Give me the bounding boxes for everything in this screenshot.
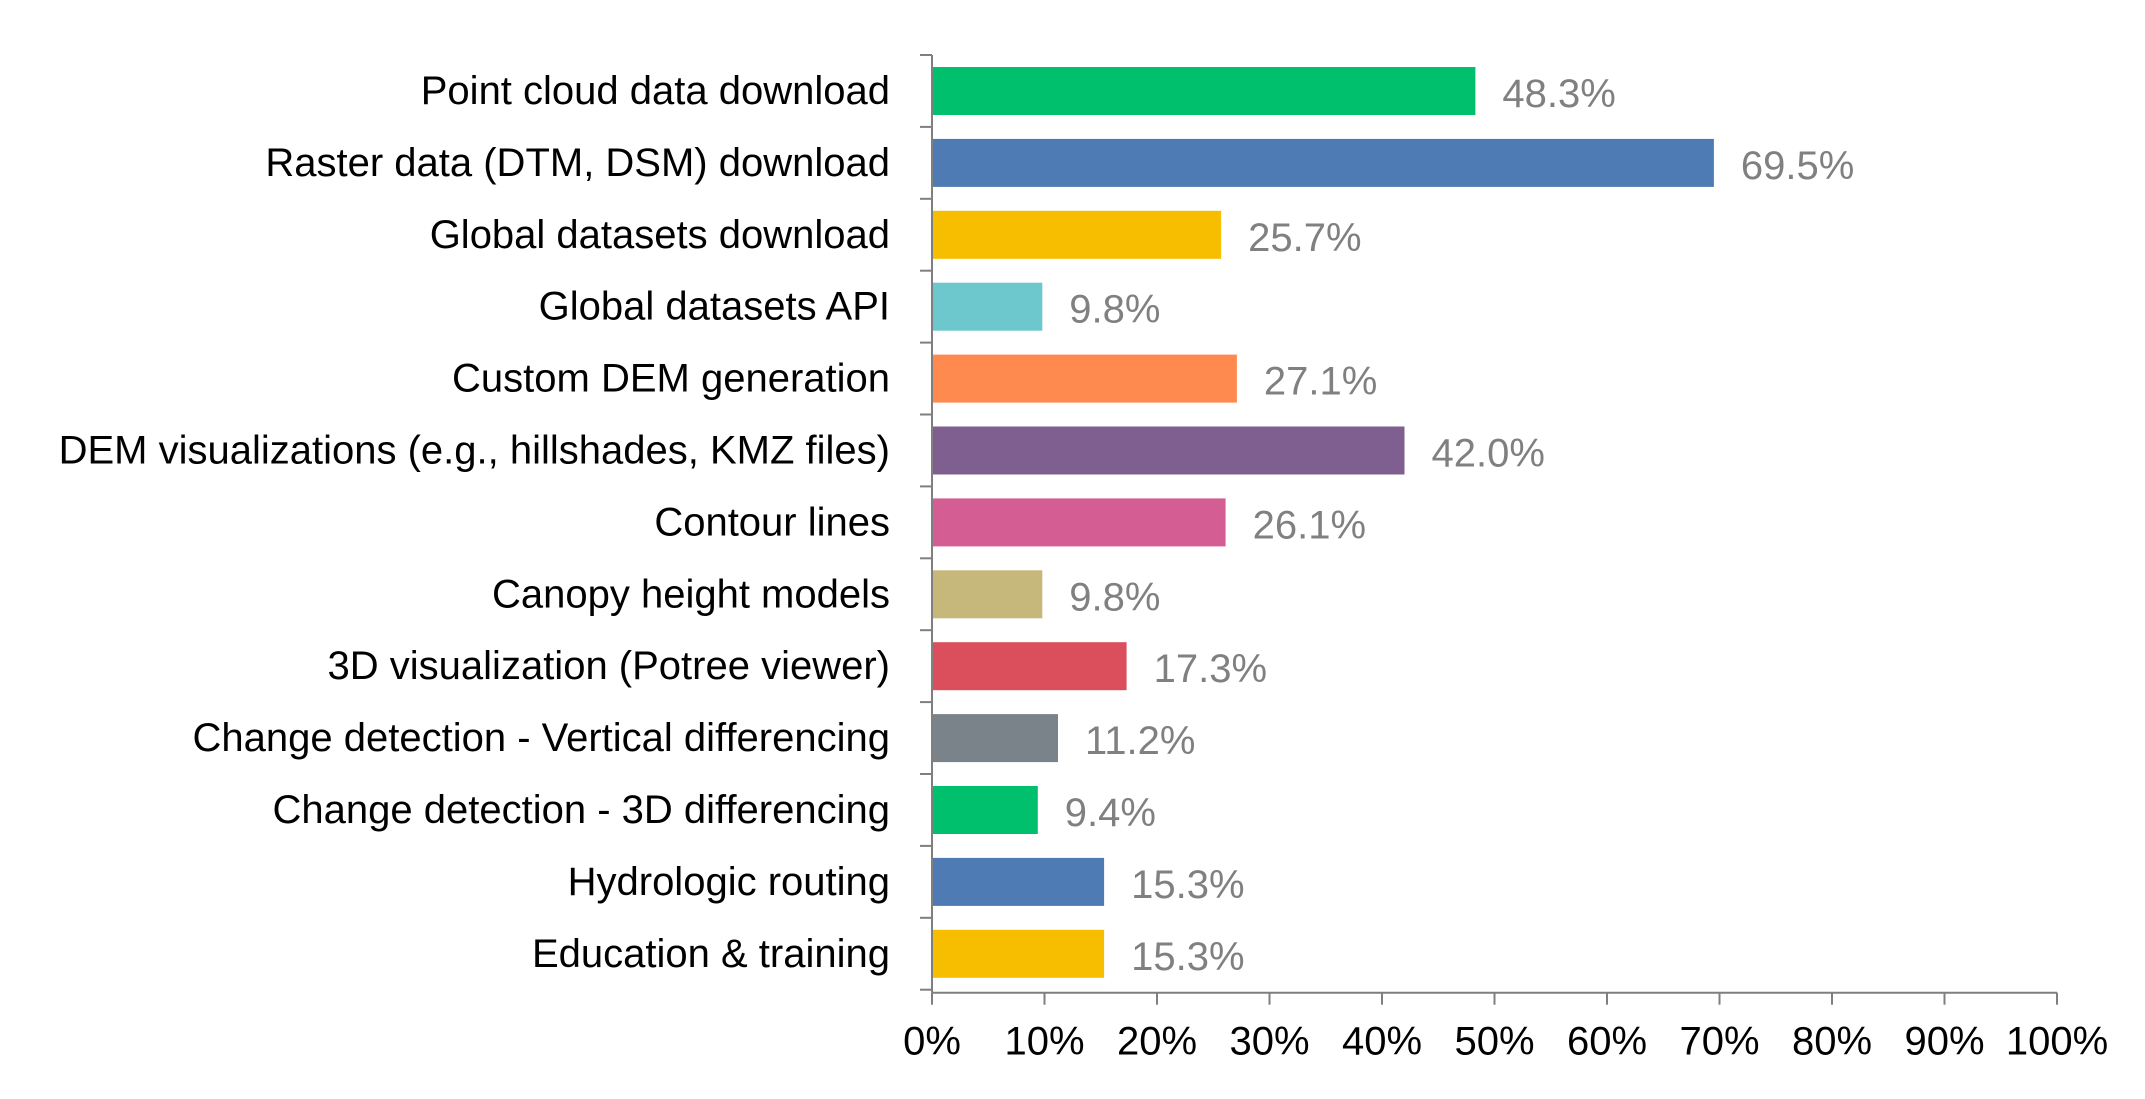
value-labels: 48.3% 69.5% 25.7% 9.8% 27.1% 42.0% 26.1% 9.8% 17… [1065,72,1855,979]
x-tick-label: 100% [2006,1020,2108,1064]
x-tick-label: 80% [1792,1020,1872,1064]
bar [932,426,1405,475]
category-label: Change detection - 3D differencing [273,788,890,832]
bar [932,354,1237,403]
value-label: 17.3% [1154,647,1267,691]
x-tick-label: 10% [1004,1020,1084,1064]
x-tick-label: 50% [1454,1020,1534,1064]
category-label: Education & training [532,932,890,976]
x-axis-ticks [920,54,2058,1005]
bar [932,642,1127,691]
x-tick-label: 90% [1904,1020,1984,1064]
bar [932,786,1038,834]
value-label: 15.3% [1131,935,1244,979]
x-tick-label: 40% [1342,1020,1422,1064]
category-label: Hydrologic routing [568,860,890,904]
bar [932,67,1476,115]
category-labels: Point cloud data download Raster data (DT… [59,69,890,976]
value-label: 48.3% [1502,72,1615,116]
category-label: Raster data (DTM, DSM) download [265,141,890,185]
value-label: 42.0% [1432,432,1545,476]
category-label: Custom DEM generation [452,357,890,401]
value-label: 27.1% [1264,360,1377,404]
bar [932,210,1222,259]
category-label: DEM visualizations (e.g., hillshades, KM… [59,429,890,473]
bar [932,570,1043,619]
category-label: Global datasets API [539,285,890,329]
bar [932,857,1105,906]
value-label: 25.7% [1248,216,1361,260]
bars-layer [932,67,1714,978]
category-label: Contour lines [654,500,890,544]
x-axis-tick-labels: 0% 10% 20% 30% 40% 50% 60% 70% 80% 90% 100% [903,1020,2108,1064]
value-label: 9.4% [1065,791,1156,835]
category-label: Global datasets download [430,213,890,257]
category-label: Change detection - Vertical differencing [193,716,890,760]
value-label: 26.1% [1253,503,1366,547]
bar [932,929,1105,978]
category-label: Canopy height models [492,572,890,616]
bar [932,138,1714,187]
x-tick-label: 30% [1229,1020,1309,1064]
value-label: 9.8% [1069,575,1160,619]
x-tick-label: 70% [1679,1020,1759,1064]
x-tick-label: 0% [903,1020,961,1064]
category-label: 3D visualization (Potree viewer) [328,644,890,688]
bar [932,714,1058,763]
value-label: 9.8% [1069,288,1160,332]
category-label: Point cloud data download [421,69,890,113]
value-label: 15.3% [1131,863,1244,907]
value-label: 11.2% [1085,719,1195,763]
x-tick-label: 60% [1567,1020,1647,1064]
x-tick-label: 20% [1117,1020,1197,1064]
value-label: 69.5% [1741,144,1854,188]
bar [932,498,1226,547]
bar [932,282,1043,331]
